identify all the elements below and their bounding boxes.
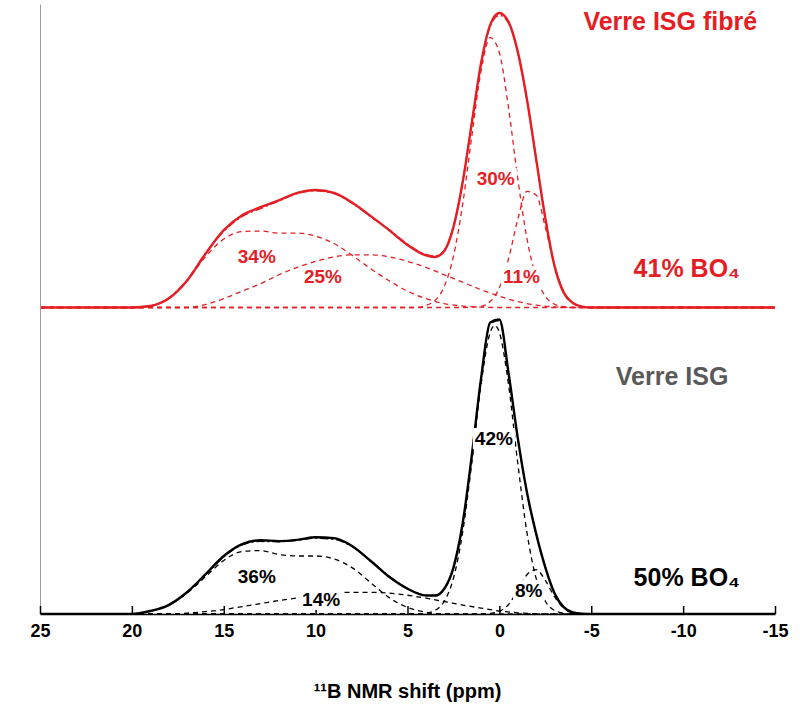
- x-tick-mark: [683, 606, 685, 614]
- component-label: 36%: [238, 566, 276, 587]
- component-line: [40, 191, 775, 307]
- component-label-patch: [473, 428, 515, 449]
- fit-line: [40, 15, 775, 307]
- annotation-patch: [632, 254, 742, 282]
- x-tick-label: 15: [214, 621, 234, 641]
- component-label-patch: [236, 246, 278, 267]
- component-label-patch: [236, 566, 278, 587]
- x-tick: 10: [306, 606, 326, 641]
- component-label-patch: [501, 266, 542, 287]
- component-line: [95, 231, 775, 307]
- component-label-patch: [300, 589, 342, 610]
- y-axis: [40, 5, 41, 615]
- annotation-patch: [632, 563, 742, 591]
- component-label: 11%: [503, 266, 540, 287]
- component-label: 25%: [304, 266, 342, 287]
- component-label: 8%: [515, 580, 543, 601]
- component-label: 42%: [475, 428, 513, 449]
- component-label-group: 34%: [236, 246, 278, 267]
- x-tick-mark: [407, 606, 409, 614]
- annotation: Verre ISG: [616, 362, 729, 390]
- x-tick-label: 5: [403, 621, 413, 641]
- annotation-group: Verre ISG fibré: [581, 7, 759, 35]
- x-axis: 25 20 15 10 5 0 -5 -10 -15: [30, 606, 788, 641]
- x-tick-label: -15: [762, 621, 788, 641]
- x-tick-mark: [499, 606, 501, 614]
- x-tick-label: -5: [584, 621, 600, 641]
- x-tick: -10: [671, 606, 697, 641]
- annotation: Verre ISG fibré: [583, 7, 757, 35]
- component-line: [40, 255, 775, 308]
- component-line: [40, 551, 775, 614]
- annotation-patch: [614, 362, 731, 390]
- x-tick-mark: [40, 606, 42, 614]
- component-label: 30%: [477, 168, 515, 189]
- component-label-patch: [302, 266, 344, 287]
- x-tick-label: 25: [30, 621, 50, 641]
- x-tick: 15: [214, 606, 234, 641]
- spectrum-line: [40, 319, 775, 614]
- spectrum-line: [40, 13, 775, 308]
- x-tick-label: 20: [122, 621, 142, 641]
- annotation: 41% BO₄: [634, 254, 740, 282]
- x-tick: 5: [403, 606, 413, 641]
- annotation-group: Verre ISG: [614, 362, 731, 390]
- x-tick-label: -10: [671, 621, 697, 641]
- x-axis-title: ¹¹B NMR shift (ppm): [314, 680, 502, 702]
- x-tick: 25: [30, 606, 50, 641]
- x-tick-label: 0: [495, 621, 505, 641]
- component-label-group: 11%: [501, 266, 542, 287]
- y-axis-line: [40, 5, 41, 615]
- component-label-group: 14%: [300, 589, 342, 610]
- component-label: 34%: [238, 246, 276, 267]
- x-tick-label: 10: [306, 621, 326, 641]
- x-tick-mark: [591, 606, 593, 614]
- component-label-group: 42%: [473, 428, 515, 449]
- x-tick: 0: [495, 606, 505, 641]
- x-tick: -5: [584, 606, 600, 641]
- plot-area: [40, 13, 775, 614]
- component-label: 14%: [302, 589, 340, 610]
- annotation-group: 41% BO₄: [632, 254, 742, 282]
- x-tick: 20: [122, 606, 142, 641]
- chart: 25 20 15 10 5 0 -5 -10 -15 ¹¹B NMR shift (ppm) 34%…: [0, 0, 800, 726]
- component-label-group: 36%: [236, 566, 278, 587]
- component-label-group: 25%: [302, 266, 344, 287]
- annotation: 50% BO₄: [634, 563, 740, 591]
- component-label-group: 8%: [513, 580, 545, 601]
- x-tick-mark: [132, 606, 134, 614]
- component-line: [40, 325, 775, 614]
- component-label-patch: [513, 580, 545, 601]
- component-label-group: 30%: [475, 168, 517, 189]
- annotation-group: 50% BO₄: [632, 563, 742, 591]
- component-line: [40, 38, 775, 308]
- annotation-patch: [581, 7, 759, 35]
- x-tick-mark: [224, 606, 226, 614]
- x-tick-mark: [775, 606, 777, 614]
- x-tick: -15: [762, 606, 788, 641]
- component-label-patch: [475, 168, 517, 189]
- fit-line: [40, 321, 775, 614]
